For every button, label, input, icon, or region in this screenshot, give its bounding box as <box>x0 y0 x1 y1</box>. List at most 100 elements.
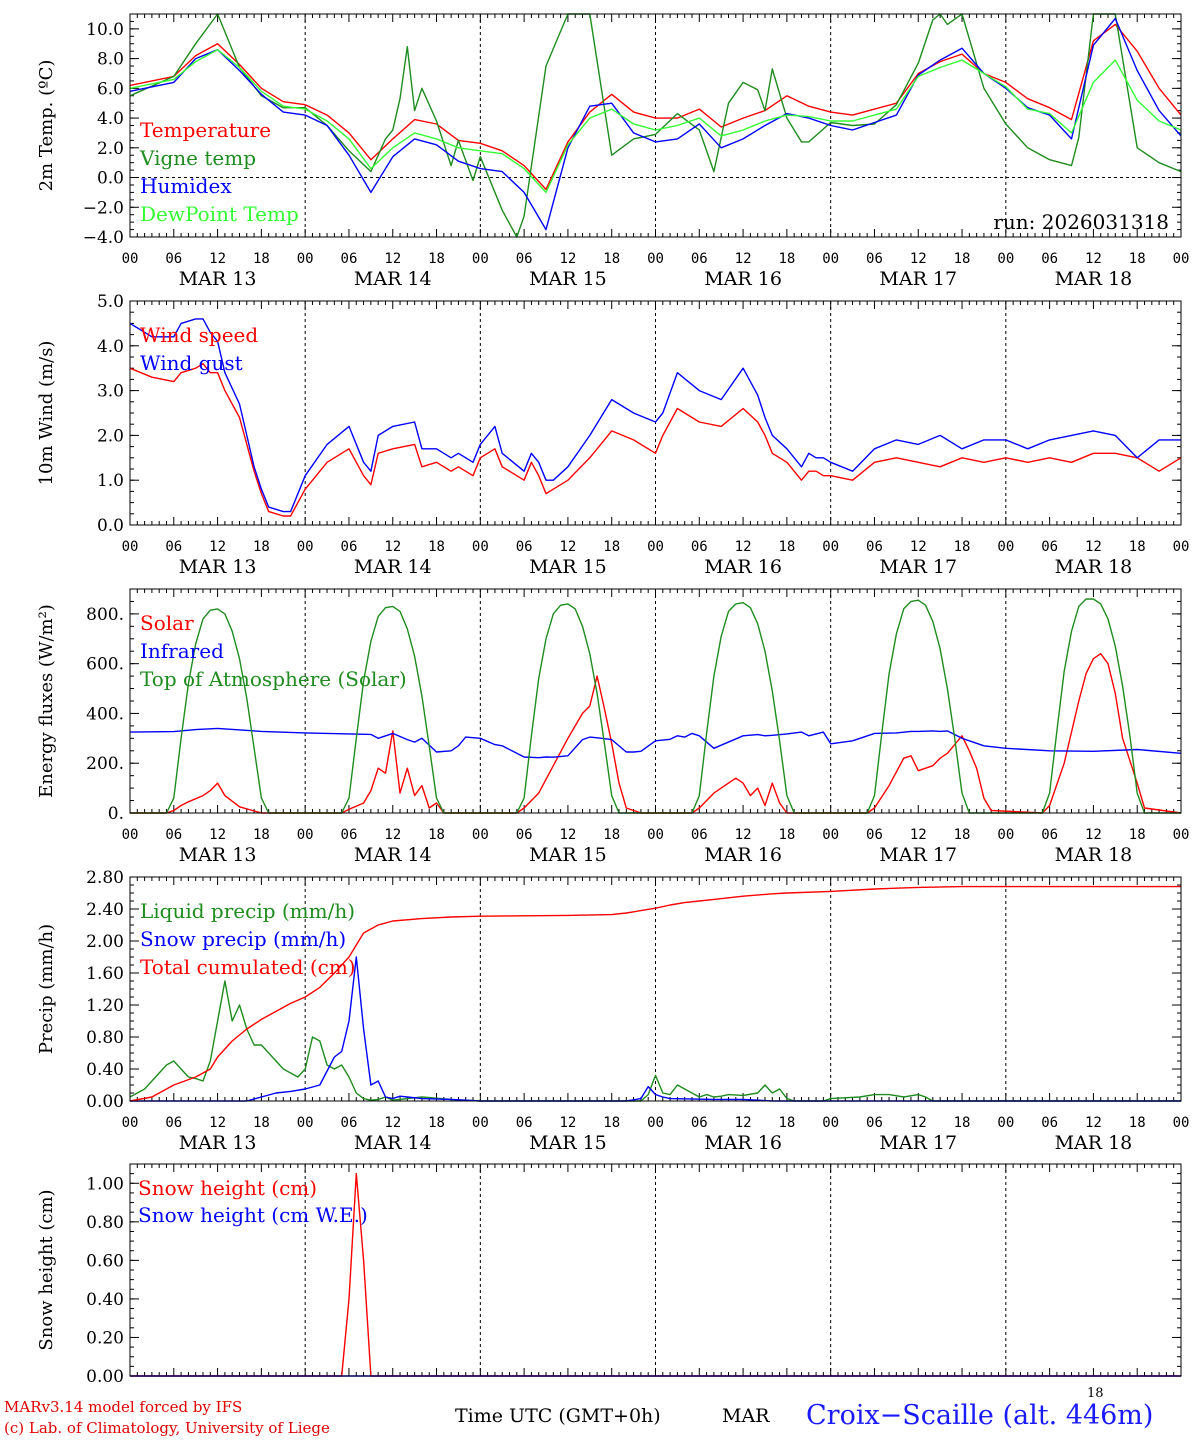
y-tick-label: 600. <box>86 655 124 675</box>
y-tick-label: 800. <box>86 605 124 625</box>
y-tick-label: 0.0 <box>97 516 124 536</box>
series-line-vigne-temp <box>129 13 1182 238</box>
plot-frame <box>129 300 1182 526</box>
x-tick-label: 06 <box>1041 827 1058 843</box>
x-tick-label: 12 <box>735 827 752 843</box>
time-axis-label: Time UTC (GMT+0h) <box>455 1405 661 1427</box>
legend-entry: Top of Atmosphere (Solar) <box>140 667 407 691</box>
run-annotation: run: 2026031318 <box>993 210 1169 234</box>
x-tick-label: 18 <box>603 827 620 843</box>
x-day-label: MAR 13 <box>179 844 257 866</box>
x-day-label: MAR 18 <box>1055 268 1133 290</box>
x-tick-label: 06 <box>165 827 182 843</box>
x-tick-label: 06 <box>1041 539 1058 555</box>
x-day-label: MAR 18 <box>1055 844 1133 866</box>
y-tick-label: 2.0 <box>97 426 124 446</box>
x-tick-label: 00 <box>997 251 1014 267</box>
x-tick-label: 18 <box>1129 1115 1146 1131</box>
x-tick-label: 00 <box>472 251 489 267</box>
y-axis-label: 2m Temp. (ºC) <box>36 60 57 192</box>
x-day-label: MAR 14 <box>354 844 432 866</box>
x-tick-label: 00 <box>997 539 1014 555</box>
x-tick-label: 00 <box>297 1115 314 1131</box>
x-day-label: MAR 16 <box>704 556 782 578</box>
x-tick-label: 06 <box>691 539 708 555</box>
x-day-label: MAR 18 <box>1055 556 1133 578</box>
x-tick-label: 06 <box>341 827 358 843</box>
x-tick-label: 12 <box>209 251 226 267</box>
plot-frame <box>129 13 1182 238</box>
x-tick-label: 18 <box>603 539 620 555</box>
y-tick-label: 8.0 <box>97 50 124 70</box>
x-day-label: MAR 16 <box>704 844 782 866</box>
y-tick-label: 0.40 <box>86 1060 124 1080</box>
y-tick-label: 0.00 <box>86 1367 124 1387</box>
panel-wind: 0.0 1.0 2.0 3.0 4.0 5.0 10m Wind (m/s) Wind spe… <box>36 292 1189 578</box>
x-tick-label: 00 <box>122 827 139 843</box>
x-tick-label: 18 <box>778 539 795 555</box>
y-tick-label: 0.80 <box>86 1213 124 1233</box>
legend-entry: Snow precip (mm/h) <box>140 927 346 951</box>
x-tick-label: 06 <box>341 251 358 267</box>
x-day-label: MAR 17 <box>879 268 957 290</box>
y-axis-label: Precip (mm/h) <box>36 924 57 1054</box>
y-tick-label: 400. <box>86 704 124 724</box>
x-tick-label: 12 <box>209 827 226 843</box>
legend-entry: DewPoint Temp <box>140 202 299 226</box>
x-tick-label: 18 <box>1129 539 1146 555</box>
y-tick-label: 0. <box>108 804 124 824</box>
x-tick-label: 12 <box>910 251 927 267</box>
model-credit: MARv3.14 model forced by IFS <box>4 1398 243 1416</box>
x-tick-label: 00 <box>822 539 839 555</box>
series-line-snow-precip-mm-h- <box>130 956 1181 1102</box>
x-tick-label: 06 <box>341 539 358 555</box>
x-tick-label: 18 <box>428 539 445 555</box>
y-tick-label: 1.60 <box>86 964 124 984</box>
plot-frame <box>129 1163 1182 1377</box>
y-tick-label: 1.20 <box>86 996 124 1016</box>
x-tick-label: 18 <box>954 539 971 555</box>
x-tick-label: 00 <box>297 827 314 843</box>
series-line-humidex <box>129 17 1182 231</box>
x-day-label: MAR 14 <box>354 1132 432 1154</box>
x-day-label: MAR 15 <box>529 844 607 866</box>
legend-entry: Vigne temp <box>139 146 256 170</box>
x-tick-label: 18 <box>428 251 445 267</box>
x-tick-label: 06 <box>516 827 533 843</box>
x-day-label: MAR 17 <box>879 556 957 578</box>
legend-entry: Liquid precip (mm/h) <box>140 899 355 923</box>
y-tick-label: 2.00 <box>86 932 124 952</box>
x-day-label: MAR 13 <box>179 556 257 578</box>
y-tick-label: 10.0 <box>86 20 124 40</box>
y-tick-label: 2.40 <box>86 900 124 920</box>
legend-entry: Humidex <box>140 174 232 198</box>
y-axis-label: Snow height (cm) <box>36 1189 57 1350</box>
series-line-dewpoint-temp <box>129 49 1182 194</box>
legend-entry: Wind speed <box>140 323 258 347</box>
x-tick-label: 12 <box>384 1115 401 1131</box>
series-line-total-cumulated-cm- <box>129 885 1181 1102</box>
x-day-label: MAR 18 <box>1055 1132 1133 1154</box>
y-tick-label: 4.0 <box>97 337 124 357</box>
x-tick-label: 12 <box>559 539 576 555</box>
y-tick-label: 0.40 <box>86 1290 124 1310</box>
x-tick-label: 18 <box>253 1115 270 1131</box>
y-tick-label: 1.0 <box>97 471 124 491</box>
y-tick-label: 6.0 <box>97 79 124 99</box>
x-tick-label: 18 <box>1129 251 1146 267</box>
x-day-label: MAR 15 <box>529 268 607 290</box>
x-tick-label: 00 <box>647 1115 664 1131</box>
x-day-label: MAR 15 <box>529 1132 607 1154</box>
x-tick-label: 12 <box>1085 827 1102 843</box>
x-tick-label: 12 <box>559 827 576 843</box>
x-day-label: MAR 17 <box>879 844 957 866</box>
legend-entry: Temperature <box>140 118 271 142</box>
x-tick-label: 00 <box>997 1115 1014 1131</box>
y-tick-label: −4.0 <box>83 228 124 248</box>
x-tick-label: 00 <box>1173 251 1190 267</box>
x-tick-label: 00 <box>647 827 664 843</box>
legend-entry: Solar <box>140 611 194 635</box>
x-tick-label: 00 <box>472 539 489 555</box>
x-tick-label: 00 <box>472 1115 489 1131</box>
